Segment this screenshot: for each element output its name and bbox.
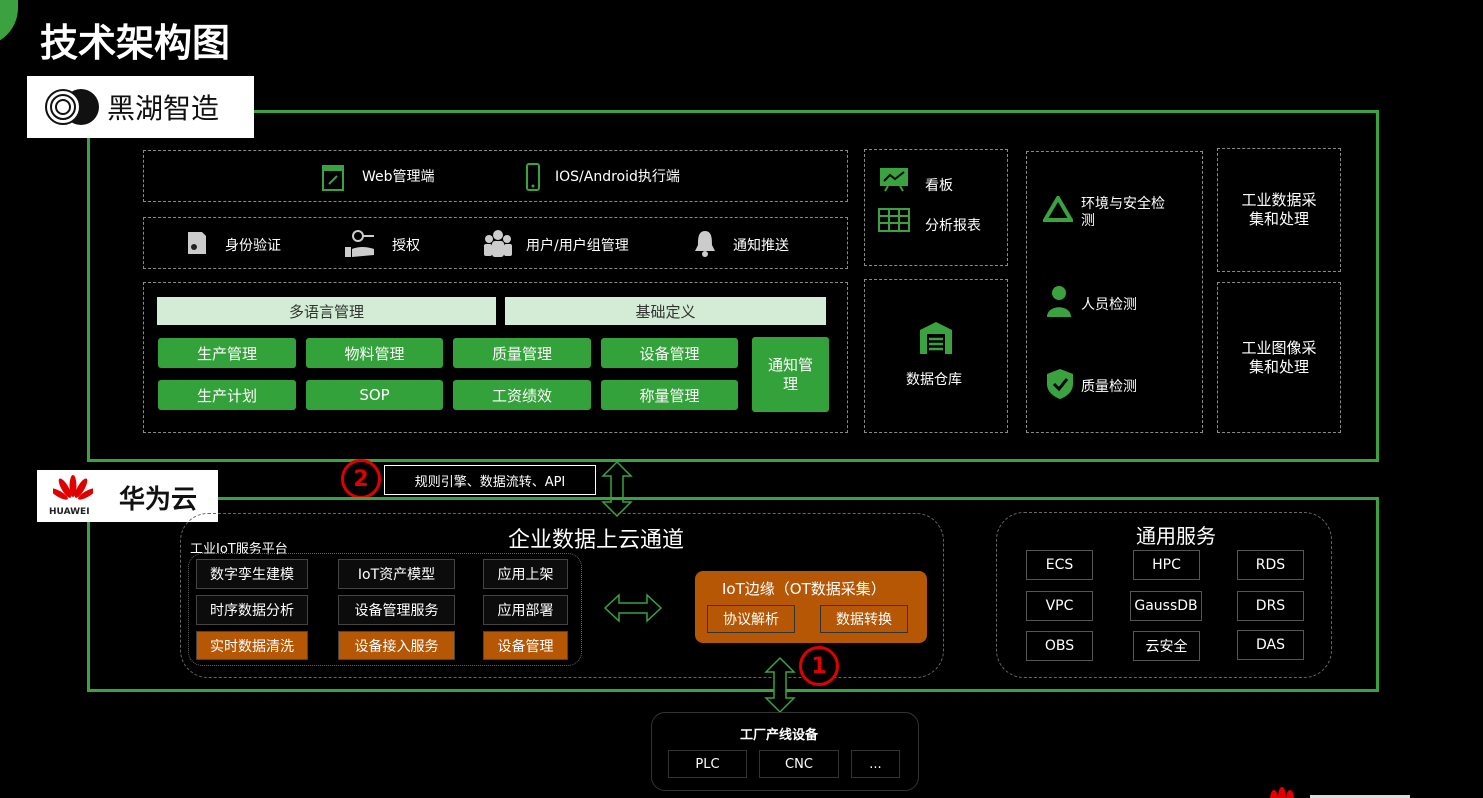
service-das[interactable]: DAS: [1237, 630, 1304, 660]
heihu-frame: [87, 110, 1379, 462]
industrial-image-label: 工业图像采集和处理: [1241, 338, 1317, 376]
person-icon: [1047, 286, 1071, 317]
service-obs[interactable]: OBS: [1026, 631, 1093, 661]
module-material[interactable]: 物料管理: [306, 338, 443, 368]
service-gaussdb[interactable]: GaussDB: [1130, 591, 1202, 621]
platform-cell[interactable]: 时序数据分析: [196, 595, 308, 625]
platform-cell[interactable]: 设备接入服务: [338, 631, 455, 660]
person-detect-label: 人员检测: [1081, 297, 1137, 313]
module-weighing[interactable]: 称量管理: [601, 380, 738, 410]
board-icon: [880, 168, 908, 192]
step-1-marker: 1: [799, 646, 839, 686]
platform-cell[interactable]: 数字孪生建模: [196, 559, 308, 589]
huawei-cloud-brand: 华为云: [119, 485, 198, 515]
warehouse-box: [864, 279, 1008, 433]
huawei-petal-icon: [53, 475, 93, 500]
module-notify[interactable]: 通知管理: [752, 337, 829, 412]
module-plan[interactable]: 生产计划: [158, 380, 296, 410]
recycle-icon: [1043, 196, 1073, 222]
module-production[interactable]: 生产管理: [158, 338, 296, 368]
factory-title: 工厂产线设备: [740, 728, 819, 743]
factory-devices-box: [651, 712, 919, 791]
table-icon: [878, 208, 910, 232]
step-2-marker: 2: [341, 459, 381, 499]
board-label: 看板: [925, 178, 953, 194]
platform-cell[interactable]: 设备管理服务: [338, 595, 455, 625]
bell-icon: [695, 231, 715, 257]
heihu-logo: 黑湖智造: [27, 76, 254, 138]
huawei-footer-logo-icon: [1270, 787, 1410, 798]
auth-row: [143, 217, 848, 269]
cloud-channel-box: [180, 513, 944, 678]
corner-leaf: [0, 0, 18, 46]
platform-cell[interactable]: 设备管理: [483, 631, 568, 660]
client-row: [143, 150, 848, 202]
service-rds[interactable]: RDS: [1237, 550, 1304, 580]
huawei-logo: HUAWEI 华为云: [37, 470, 218, 522]
module-quality[interactable]: 质量管理: [453, 338, 591, 368]
data-convert-cell[interactable]: 数据转换: [820, 605, 908, 633]
protocol-parse-cell[interactable]: 协议解析: [707, 605, 795, 633]
web-window-icon: [322, 165, 344, 191]
horizontal-double-arrow-icon: [603, 593, 663, 623]
device-more[interactable]: ...: [851, 750, 900, 778]
huawei-frame: [87, 497, 1379, 692]
heihu-logo-icon: [45, 89, 99, 125]
general-services-title: 通用服务: [1136, 524, 1216, 548]
modules-area: [143, 282, 848, 433]
detection-box: [1026, 151, 1203, 433]
warehouse-icon: [920, 322, 952, 354]
service-hpc[interactable]: HPC: [1133, 550, 1200, 580]
dashboard-box: [864, 149, 1008, 266]
base-def-bar: 基础定义: [505, 297, 826, 325]
authorize-label: 授权: [392, 238, 420, 254]
warehouse-label: 数据仓库: [906, 372, 962, 388]
mobile-client-label: IOS/Android执行端: [555, 169, 680, 185]
service-vpc[interactable]: VPC: [1026, 591, 1093, 621]
user-group-label: 用户/用户组管理: [526, 238, 629, 254]
device-plc[interactable]: PLC: [668, 750, 747, 778]
auth-label: 身份验证: [225, 238, 281, 254]
page-title: 技术架构图: [40, 21, 231, 65]
general-services-box: [996, 512, 1332, 678]
service-cloud-security[interactable]: 云安全: [1133, 631, 1200, 661]
iot-edge-title: IoT边缘（OT数据采集）: [722, 580, 886, 598]
device-link-arrow-icon: [764, 656, 796, 714]
iot-platform-box: [188, 553, 582, 666]
iot-edge-box: [695, 571, 927, 643]
user-group-icon: [484, 230, 512, 257]
module-equipment[interactable]: 设备管理: [601, 338, 738, 368]
heihu-brand: 黑湖智造: [107, 92, 220, 125]
service-ecs[interactable]: ECS: [1026, 550, 1093, 580]
industrial-image-box: 工业图像采集和处理: [1217, 282, 1341, 433]
key-hand-icon: [345, 230, 374, 257]
multilang-bar: 多语言管理: [157, 297, 496, 325]
huawei-logo-text: HUAWEI: [49, 507, 90, 517]
notify-push-label: 通知推送: [733, 238, 789, 254]
platform-cell[interactable]: IoT资产模型: [338, 559, 455, 589]
module-sop[interactable]: SOP: [306, 380, 443, 410]
cloud-channel-title: 企业数据上云通道: [508, 528, 685, 553]
device-cnc[interactable]: CNC: [759, 750, 839, 778]
service-drs[interactable]: DRS: [1237, 591, 1304, 621]
report-label: 分析报表: [925, 218, 981, 234]
quality-detect-label: 质量检测: [1081, 379, 1137, 395]
industrial-data-label: 工业数据采集和处理: [1241, 191, 1317, 228]
vertical-double-arrow-icon: [601, 460, 633, 518]
platform-cell[interactable]: 应用部署: [483, 595, 568, 625]
web-admin-label: Web管理端: [362, 169, 435, 185]
platform-cell[interactable]: 实时数据清洗: [196, 631, 308, 660]
platform-cell[interactable]: 应用上架: [483, 559, 568, 589]
shield-check-icon: [1047, 369, 1073, 399]
industrial-data-box: 工业数据采集和处理: [1217, 148, 1341, 272]
rule-engine-label: 规则引擎、数据流转、API: [384, 465, 596, 495]
env-safety-label: 环境与安全检测: [1081, 196, 1165, 229]
id-card-icon: [188, 232, 206, 254]
mobile-phone-icon: [526, 163, 540, 191]
module-salary[interactable]: 工资绩效: [453, 380, 591, 410]
